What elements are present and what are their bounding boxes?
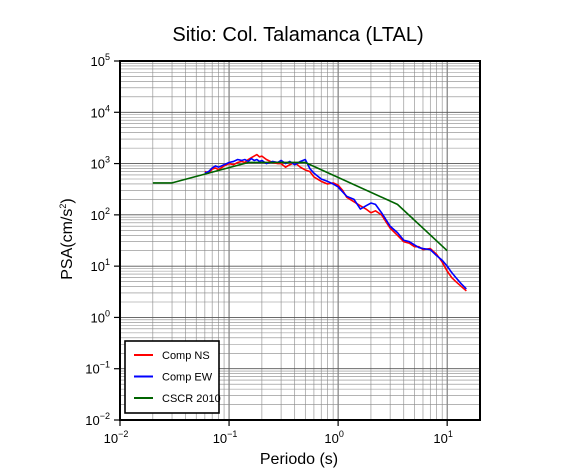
y-axis-label: PSA(cm/s2)	[58, 198, 76, 279]
x-tick-label: 100	[324, 429, 343, 446]
series-line-2	[204, 157, 467, 290]
series-line-3	[152, 161, 448, 252]
plot-frame-border	[119, 60, 481, 421]
plot-frame	[119, 60, 481, 421]
x-tick-label: 101	[433, 429, 452, 446]
y-tick-label: 104	[91, 103, 110, 120]
legend-label-2: Comp EW	[162, 372, 213, 384]
y-tick-label: 102	[91, 206, 110, 223]
y-tick-label: 101	[91, 257, 110, 274]
series-line-1	[204, 153, 467, 292]
legend: Comp NS Comp EW CSCR 2010	[124, 340, 221, 414]
y-tick-label: 105	[91, 52, 110, 69]
grid	[119, 60, 481, 421]
x-tick-label: 10−1	[213, 429, 238, 446]
series-lines	[152, 153, 467, 292]
y-tick-label: 103	[91, 155, 110, 172]
chart-title: Sitio: Col. Talamanca (LTAL)	[172, 24, 423, 46]
x-tick-label: 10−2	[104, 429, 129, 446]
y-tick-label: 10−1	[85, 360, 110, 377]
y-tick-label: 100	[91, 308, 110, 325]
legend-label-3: CSCR 2010	[162, 393, 221, 405]
x-axis-label: Periodo (s)	[260, 451, 338, 468]
legend-label-1: Comp NS	[162, 350, 210, 362]
axis-ticks: 10−2 10−1 100 101 10−2 10−1 100 101 102 103 104 105	[85, 52, 453, 446]
y-tick-label: 10−2	[85, 411, 110, 428]
